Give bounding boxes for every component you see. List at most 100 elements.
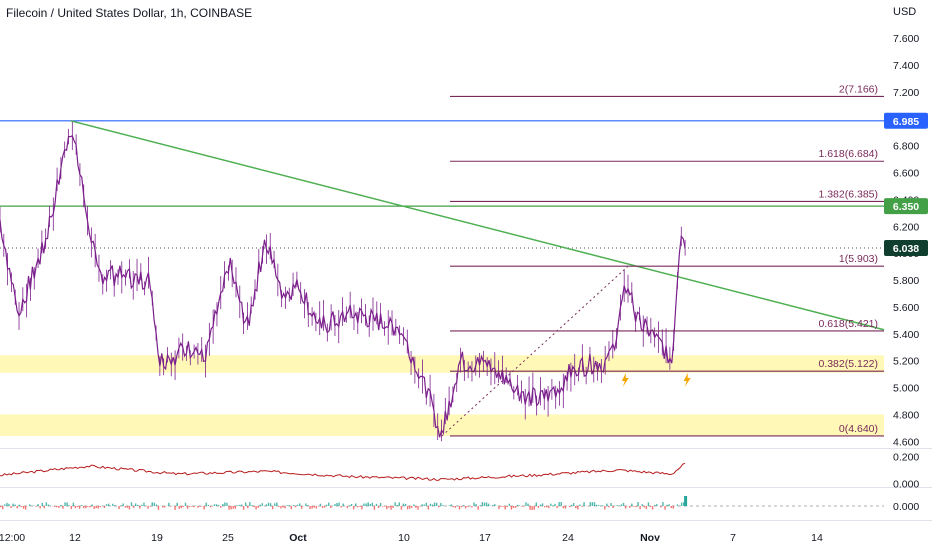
histogram-bar: [458, 506, 461, 510]
histogram-bar: [139, 506, 141, 509]
histogram-bar: [612, 506, 614, 508]
histogram-bar: [400, 506, 403, 510]
histogram-bar: [402, 503, 405, 506]
histogram-bar: [516, 504, 519, 506]
histogram-bar: [64, 502, 66, 506]
histogram-bar: [562, 506, 565, 509]
histogram-bar: [683, 502, 685, 506]
histogram-bar: [413, 504, 415, 506]
fibonacci-extension[interactable]: 2(7.166) 1.618(6.684) 1.382(6.385) 1(5.903)…: [450, 83, 884, 437]
histogram-bar: [168, 502, 170, 506]
histogram-bar: [288, 505, 290, 506]
histogram-bar: [502, 506, 504, 507]
time-tick-label: Nov: [640, 532, 660, 544]
histogram-bar: [604, 506, 606, 510]
histogram-bar: [386, 506, 388, 510]
histogram-bar: [203, 506, 205, 510]
histogram-bar: [120, 505, 122, 506]
histogram-bar: [539, 504, 542, 506]
histogram-bar: [579, 504, 581, 506]
histogram-bar: [485, 502, 488, 506]
histogram-bar: [58, 506, 60, 508]
histogram-bar: [560, 502, 562, 506]
fib-level-label: 0.618(5.421): [818, 318, 878, 330]
histogram-bar: [471, 506, 473, 508]
price-series: [0, 121, 686, 442]
price-badge-label: 6.038: [893, 243, 919, 255]
lightning-icon: [683, 373, 691, 387]
histogram-bar: [305, 503, 307, 506]
histogram-bar: [97, 506, 99, 509]
histogram-bar: [595, 504, 598, 506]
histogram-bar: [616, 505, 618, 506]
price-axis[interactable]: 7.6007.4007.2007.0006.8006.6006.4006.200…: [0, 33, 932, 521]
histogram-bar: [315, 506, 317, 509]
histogram-bar: [112, 503, 114, 506]
histogram-bar: [450, 504, 452, 506]
histogram-bar: [6, 502, 8, 506]
histogram-bar: [14, 504, 16, 506]
histogram-bar: [421, 504, 423, 506]
histogram-bar: [176, 502, 178, 506]
support-zones: [0, 355, 884, 436]
histogram-bar: [234, 506, 236, 509]
histogram-bar: [294, 506, 297, 508]
histogram-bar: [174, 506, 176, 510]
fib-level-label: 0(4.640): [839, 423, 878, 435]
histogram-bar: [543, 506, 546, 508]
histogram-bar: [608, 506, 610, 508]
time-tick-label: 12:00: [0, 532, 25, 544]
histogram-bar: [301, 506, 303, 509]
histogram-bar: [512, 506, 515, 509]
price-tick-label: 5.600: [893, 302, 919, 314]
histogram-bar: [278, 506, 280, 507]
fib-level-label: 1.618(6.684): [818, 148, 878, 160]
histogram-bar: [481, 502, 484, 506]
histogram-bar: [328, 502, 330, 506]
histogram-bar: [568, 506, 571, 508]
histogram-bar: [259, 504, 261, 506]
histogram-bar: [338, 502, 340, 506]
price-badge: [884, 240, 928, 257]
histogram-bar: [363, 503, 365, 506]
histogram-bar: [296, 504, 299, 506]
histogram-bar: [635, 506, 637, 508]
histogram-bar: [475, 503, 477, 506]
histogram-bar: [193, 506, 195, 508]
histogram-bar: [583, 502, 585, 506]
histogram-bar: [381, 506, 384, 507]
histogram-bar: [149, 506, 151, 507]
histogram-bar: [373, 506, 376, 510]
histogram-bar: [527, 503, 529, 506]
histogram-bar: [388, 506, 390, 508]
histogram-bar: [217, 505, 220, 506]
price-tick-label: 7.200: [893, 87, 919, 99]
histogram-bar: [78, 506, 81, 509]
histogram-bar: [197, 506, 199, 508]
price-tick-label: 5.000: [893, 383, 919, 395]
histogram-bar: [89, 506, 91, 508]
histogram-bar: [556, 506, 558, 509]
histogram-bar: [429, 503, 432, 506]
histogram-bar: [624, 506, 627, 509]
histogram-bar: [161, 506, 164, 508]
histogram-bar: [290, 506, 293, 510]
histogram-bar: [18, 504, 21, 506]
histogram-bar: [184, 502, 187, 506]
time-axis[interactable]: 12:00 12 19 25 Oct 10 17 24 Nov 7 14: [0, 532, 823, 544]
histogram-bar: [672, 506, 675, 509]
histogram-bar: [575, 506, 577, 509]
histogram-bar: [666, 504, 668, 506]
drawing-lines[interactable]: [0, 120, 885, 437]
histogram-bar: [37, 504, 39, 506]
histogram-bar: [251, 505, 253, 506]
histogram-bar: [492, 505, 494, 506]
time-tick-label: 7: [730, 532, 736, 544]
histogram-bar: [72, 502, 75, 506]
histogram-bar: [8, 503, 10, 506]
histogram-bar: [205, 502, 207, 506]
histogram-bar: [12, 503, 14, 506]
histogram-bar: [570, 504, 573, 506]
histogram-bar: [342, 503, 344, 506]
